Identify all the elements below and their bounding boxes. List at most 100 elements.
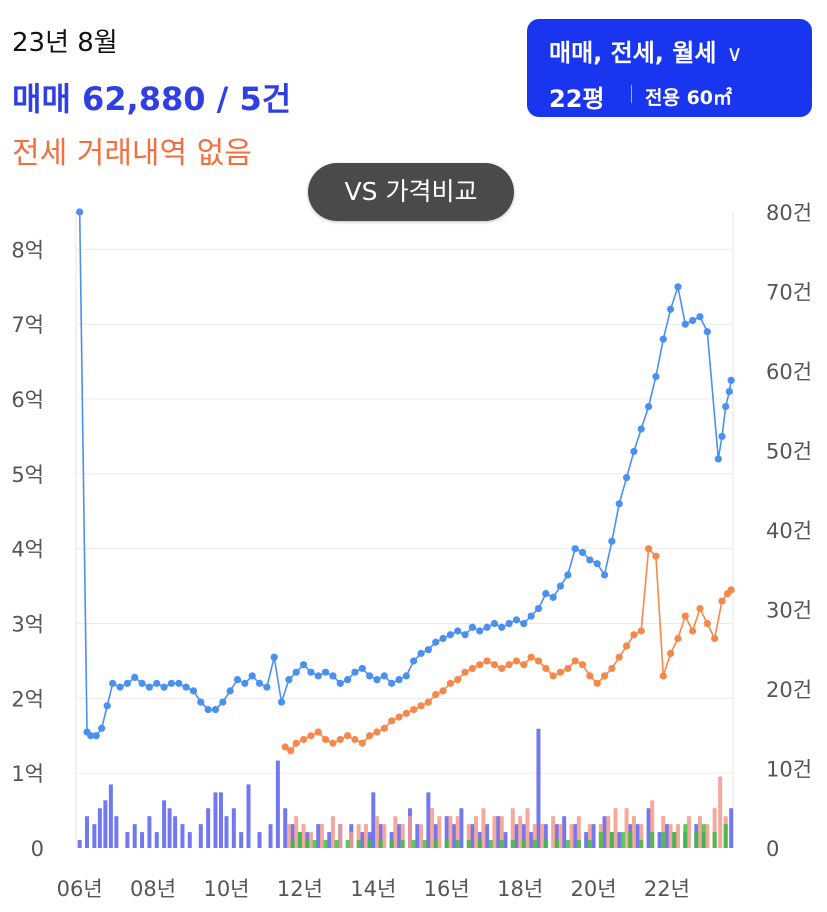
jeonse-point bbox=[711, 634, 719, 643]
jeonse-point bbox=[307, 732, 315, 740]
sale_volume-bar bbox=[562, 816, 567, 848]
sale-point bbox=[454, 627, 462, 635]
sale-point bbox=[98, 724, 106, 732]
sale_volume-bar bbox=[246, 784, 251, 848]
jeonse-point bbox=[689, 627, 697, 635]
jeonse_volume-bar bbox=[587, 824, 592, 848]
sale-point bbox=[380, 672, 388, 680]
jeonse_volume-bar bbox=[532, 824, 537, 848]
jeonse_volume-bar bbox=[686, 816, 691, 848]
y-right-tick-label: 20건 bbox=[766, 678, 812, 702]
jeonse_volume-bar bbox=[650, 800, 655, 848]
vs-price-compare-button[interactable]: VS 가격비교 bbox=[308, 163, 514, 221]
jeonse_volume-bar bbox=[631, 816, 636, 848]
jeonse-point bbox=[439, 687, 447, 695]
jeonse_volume-bar bbox=[374, 816, 379, 848]
jeonse-point bbox=[674, 634, 682, 643]
sale-point bbox=[373, 676, 381, 684]
x-tick-label: 06년 bbox=[57, 877, 103, 901]
monthly_volume-bar bbox=[723, 824, 728, 848]
sale_volume-bar bbox=[371, 792, 376, 848]
jeonse-point bbox=[432, 691, 440, 699]
sale_volume-bar bbox=[521, 824, 526, 848]
monthly_volume-bar bbox=[532, 840, 537, 848]
sale_volume-bar bbox=[503, 832, 508, 848]
sale-point bbox=[652, 373, 660, 381]
sale-point bbox=[248, 672, 256, 680]
jeonse_volume-bar bbox=[639, 824, 644, 848]
jeonse_volume-bar bbox=[455, 816, 460, 848]
jeonse-point bbox=[336, 735, 344, 744]
jeonse-point bbox=[351, 735, 359, 744]
sale-point bbox=[527, 612, 535, 620]
jeonse_volume-bar bbox=[363, 824, 368, 848]
sale_volume-bar bbox=[554, 824, 559, 848]
deal-type-area-filter-button[interactable]: 매매, 전세, 월세 ∨ 22평 전용 60㎡ bbox=[527, 19, 812, 117]
jeonse_volume-bar bbox=[606, 816, 611, 848]
sale-point bbox=[424, 646, 432, 654]
monthly_volume-bar bbox=[356, 840, 361, 848]
x-tick-label: 16년 bbox=[424, 877, 470, 901]
jeonse-point bbox=[344, 732, 352, 740]
sale-point bbox=[446, 631, 454, 639]
jeonse-point bbox=[571, 657, 579, 665]
sale_volume-bar bbox=[218, 792, 223, 848]
sale_volume-bar bbox=[657, 832, 662, 848]
jeonse-point bbox=[600, 672, 609, 680]
sale-point bbox=[263, 683, 271, 691]
deal-types-label: 매매, 전세, 월세 ∨ bbox=[549, 33, 743, 68]
y-left-tick-label: 1억 bbox=[11, 762, 44, 786]
sale-point bbox=[270, 653, 278, 661]
sale-point bbox=[410, 657, 418, 665]
sale-point bbox=[718, 432, 726, 441]
jeonse-point bbox=[593, 679, 601, 687]
jeonse-point bbox=[461, 668, 469, 676]
jeonse_volume-bar bbox=[437, 816, 442, 848]
sale-point bbox=[116, 683, 124, 691]
jeonse_volume-bar bbox=[576, 816, 581, 848]
jeonse-point bbox=[281, 743, 289, 751]
y-left-tick-label: 5억 bbox=[11, 463, 44, 487]
jeonse_volume-bar bbox=[382, 824, 387, 848]
y-left-tick-label: 6억 bbox=[11, 388, 44, 412]
monthly_volume-bar bbox=[499, 840, 504, 848]
jeonse-point bbox=[652, 552, 660, 560]
monthly_volume-bar bbox=[466, 840, 471, 848]
jeonse_volume-bar bbox=[499, 816, 504, 848]
sale-point bbox=[490, 619, 499, 628]
sale_volume-bar bbox=[433, 824, 438, 848]
jeonse-point bbox=[630, 631, 638, 639]
sale-point bbox=[608, 537, 616, 545]
jeonse-point bbox=[321, 735, 330, 744]
sale-point bbox=[644, 402, 653, 411]
jeonse-point bbox=[703, 619, 711, 628]
jeonse_volume-bar bbox=[569, 824, 574, 848]
monthly_volume-bar bbox=[334, 840, 339, 848]
sale-point bbox=[722, 402, 730, 411]
sale-point bbox=[432, 638, 440, 646]
jeonse-point bbox=[727, 586, 735, 594]
sale-point bbox=[674, 283, 682, 291]
sale-point bbox=[241, 679, 249, 687]
jeonse_volume-bar bbox=[408, 816, 413, 848]
sale-point bbox=[667, 305, 675, 313]
sale_volume-bar bbox=[485, 824, 490, 848]
monthly_volume-bar bbox=[312, 840, 317, 848]
monthly_volume-bar bbox=[587, 840, 592, 848]
sale_volume-bar bbox=[180, 824, 185, 848]
jeonse-point bbox=[564, 664, 572, 673]
sale_volume-bar bbox=[360, 832, 365, 848]
y-left-tick-label: 2억 bbox=[11, 687, 44, 711]
jeonse_volume-bar bbox=[466, 824, 471, 848]
jeonse_volume-bars bbox=[286, 776, 728, 848]
sale_volume-bar bbox=[602, 816, 607, 848]
jeonse_volume-bar bbox=[525, 808, 530, 848]
sale_volume-bar bbox=[92, 824, 97, 848]
sale-point bbox=[109, 679, 117, 687]
sale_volume-bar bbox=[290, 824, 295, 848]
filter-divider bbox=[631, 85, 632, 103]
chevron-down-icon: ∨ bbox=[726, 42, 743, 67]
monthly_volume-bar bbox=[411, 840, 416, 848]
sale-point bbox=[153, 679, 161, 687]
